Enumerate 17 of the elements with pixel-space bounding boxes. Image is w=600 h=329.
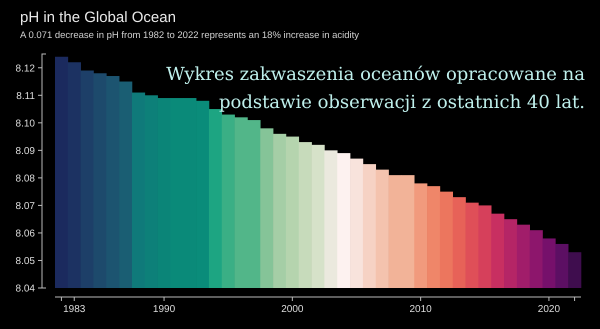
y-tick-label: 8.04 <box>16 284 36 294</box>
y-tick-label: 8.09 <box>16 146 36 157</box>
x-tick-label: 1990 <box>152 304 176 315</box>
y-tick-label: 8.08 <box>16 173 36 184</box>
y-tick-label: 8.10 <box>16 118 36 130</box>
y-tick-label: 8.11 <box>16 90 36 102</box>
y-tick-label: 8.12 <box>16 63 36 74</box>
chart-title: pH in the Global Ocean <box>20 9 176 26</box>
x-tick-label: 2020 <box>538 304 560 315</box>
x-tick-label: 1983 <box>63 304 86 315</box>
x-tick-label: 2000 <box>281 304 304 315</box>
y-tick-label: 8.06 <box>16 228 36 240</box>
chart-subtitle: A 0.071 decrease in pH from 1982 to 2022 represents an 18% increase in acidity <box>20 30 360 41</box>
y-tick-label: 8.07 <box>16 200 36 212</box>
y-tick-label: 8.05 <box>16 256 36 267</box>
annotation: Wykres zakwaszenia oceanów opracowane na podstawie obserwacji z ostatnich 40 lat. <box>166 64 586 113</box>
x-tick-label: 2010 <box>410 304 432 315</box>
